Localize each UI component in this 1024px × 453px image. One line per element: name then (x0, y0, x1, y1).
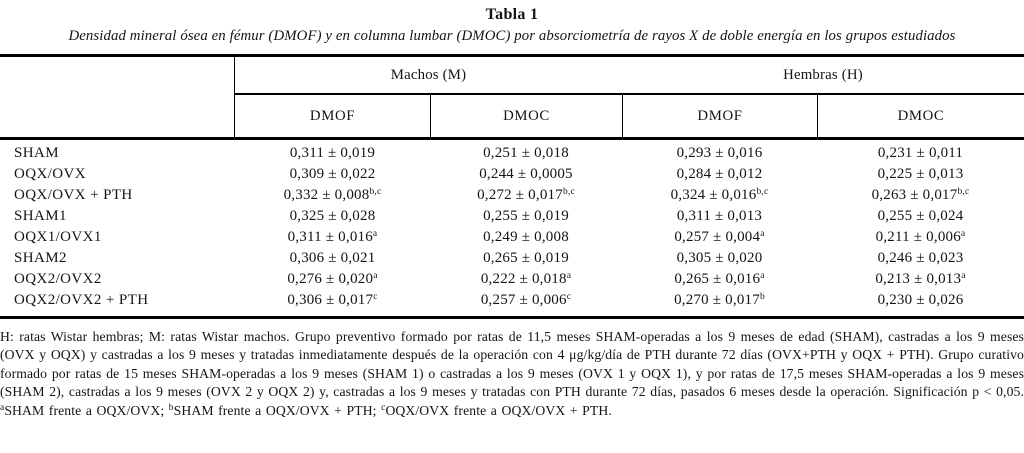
data-table: Machos (M) Hembras (H) DMOF DMOC DMOF DM… (0, 54, 1024, 319)
value-cell: 0,276 ± 0,020a (287, 271, 378, 287)
value-cell: 0,306 ± 0,021 (289, 250, 376, 266)
row-label: OQX/OVX (14, 166, 86, 182)
row-label: OQX/OVX + PTH (14, 187, 133, 203)
footnote-superscript: b (168, 402, 174, 413)
group-header-hembras: Hembras (H) (622, 57, 1024, 95)
table-row: SHAM2 0,306 ± 0,021 0,265 ± 0,019 0,305 ± 0… (0, 248, 1024, 269)
stub-cell (0, 57, 235, 137)
value-cell: 0,311 ± 0,013 (676, 208, 763, 224)
value-cell: 0,272 ± 0,017b,c (477, 187, 575, 203)
table-row: OQX2/OVX2 0,276 ± 0,020a 0,222 ± 0,018a 0,2… (0, 269, 1024, 290)
column-header-dmoc-machos: DMOC (430, 95, 622, 137)
value-cell: 0,263 ± 0,017b,c (871, 187, 970, 203)
significance-superscript: c (373, 292, 378, 302)
table-row: OQX/OVX 0,309 ± 0,022 0,244 ± 0,0005 0,284 … (0, 164, 1024, 185)
row-label: SHAM1 (14, 208, 67, 224)
table-row: OQX1/OVX1 0,311 ± 0,016a 0,249 ± 0,008 0,25… (0, 227, 1024, 248)
value-cell: 0,222 ± 0,018a (480, 271, 572, 287)
footnote-superscript: a (0, 402, 5, 413)
row-label: SHAM2 (14, 250, 67, 266)
table-row: SHAM1 0,325 ± 0,028 0,255 ± 0,019 0,311 ± 0… (0, 206, 1024, 227)
value-cell: 0,284 ± 0,012 (676, 166, 763, 182)
group-header-machos: Machos (M) (235, 57, 622, 95)
value-cell: 0,257 ± 0,006c (480, 292, 572, 308)
value-cell: 0,211 ± 0,006a (875, 229, 966, 245)
row-label: OQX2/OVX2 (14, 271, 102, 287)
significance-superscript: b,c (369, 187, 382, 197)
significance-superscript: b (759, 292, 765, 302)
significance-superscript: b,c (957, 187, 970, 197)
significance-superscript: a (566, 271, 572, 281)
value-cell: 0,311 ± 0,016a (287, 229, 378, 245)
value-cell: 0,332 ± 0,008b,c (283, 187, 382, 203)
row-label: OQX1/OVX1 (14, 229, 102, 245)
significance-superscript: a (960, 229, 966, 239)
significance-superscript: a (760, 271, 765, 281)
value-cell: 0,213 ± 0,013a (875, 271, 966, 287)
table-header: Machos (M) Hembras (H) DMOF DMOC DMOF DM… (0, 54, 1024, 140)
value-cell: 0,225 ± 0,013 (877, 166, 964, 182)
table-subtitle: Densidad mineral ósea en fémur (DMOF) y … (68, 28, 956, 44)
column-header-dmof-machos: DMOF (309, 108, 356, 124)
significance-superscript: a (760, 229, 765, 239)
value-cell: 0,251 ± 0,018 (483, 145, 569, 161)
value-cell: 0,255 ± 0,019 (483, 208, 569, 224)
value-cell: 0,257 ± 0,004a (674, 229, 765, 245)
value-cell: 0,325 ± 0,028 (289, 208, 376, 224)
table-body: SHAM 0,311 ± 0,019 0,251 ± 0,018 0,293 ± 0,… (0, 140, 1024, 319)
significance-superscript: a (372, 229, 378, 239)
row-label: SHAM (14, 145, 59, 161)
significance-superscript: a (961, 271, 966, 281)
table-row: SHAM 0,311 ± 0,019 0,251 ± 0,018 0,293 ± 0,… (0, 143, 1024, 164)
value-cell: 0,231 ± 0,011 (877, 145, 964, 161)
value-cell: 0,305 ± 0,020 (676, 250, 763, 266)
significance-superscript: b,c (756, 187, 769, 197)
value-cell: 0,293 ± 0,016 (676, 145, 763, 161)
value-cell: 0,244 ± 0,0005 (479, 166, 573, 182)
significance-superscript: c (566, 292, 572, 302)
value-cell: 0,324 ± 0,016b,c (670, 187, 769, 203)
value-cell: 0,309 ± 0,022 (289, 166, 376, 182)
value-cell: 0,270 ± 0,017b (674, 292, 765, 308)
table-footnote: H: ratas Wistar hembras; M: ratas Wistar… (0, 329, 1024, 418)
column-header-dmoc-hembras: DMOC (817, 95, 1024, 137)
footnote-superscript: c (381, 402, 386, 413)
value-cell: 0,246 ± 0,023 (877, 250, 964, 266)
value-cell: 0,249 ± 0,008 (483, 229, 569, 245)
table-row: OQX/OVX + PTH 0,332 ± 0,008b,c 0,272 ± 0,0… (0, 185, 1024, 206)
value-cell: 0,230 ± 0,026 (877, 292, 964, 308)
table-title: Tabla 1 (485, 6, 539, 23)
value-cell: 0,255 ± 0,024 (877, 208, 964, 224)
column-header-dmof-hembras: DMOF (622, 95, 817, 137)
row-label: OQX2/OVX2 + PTH (14, 292, 149, 308)
value-cell: 0,306 ± 0,017c (287, 292, 378, 308)
value-cell: 0,265 ± 0,016a (674, 271, 765, 287)
table-row: OQX2/OVX2 + PTH 0,306 ± 0,017c 0,257 ± 0,0… (0, 290, 1024, 311)
significance-superscript: b,c (562, 187, 575, 197)
value-cell: 0,311 ± 0,019 (289, 145, 376, 161)
significance-superscript: a (373, 271, 378, 281)
value-cell: 0,265 ± 0,019 (483, 250, 569, 266)
